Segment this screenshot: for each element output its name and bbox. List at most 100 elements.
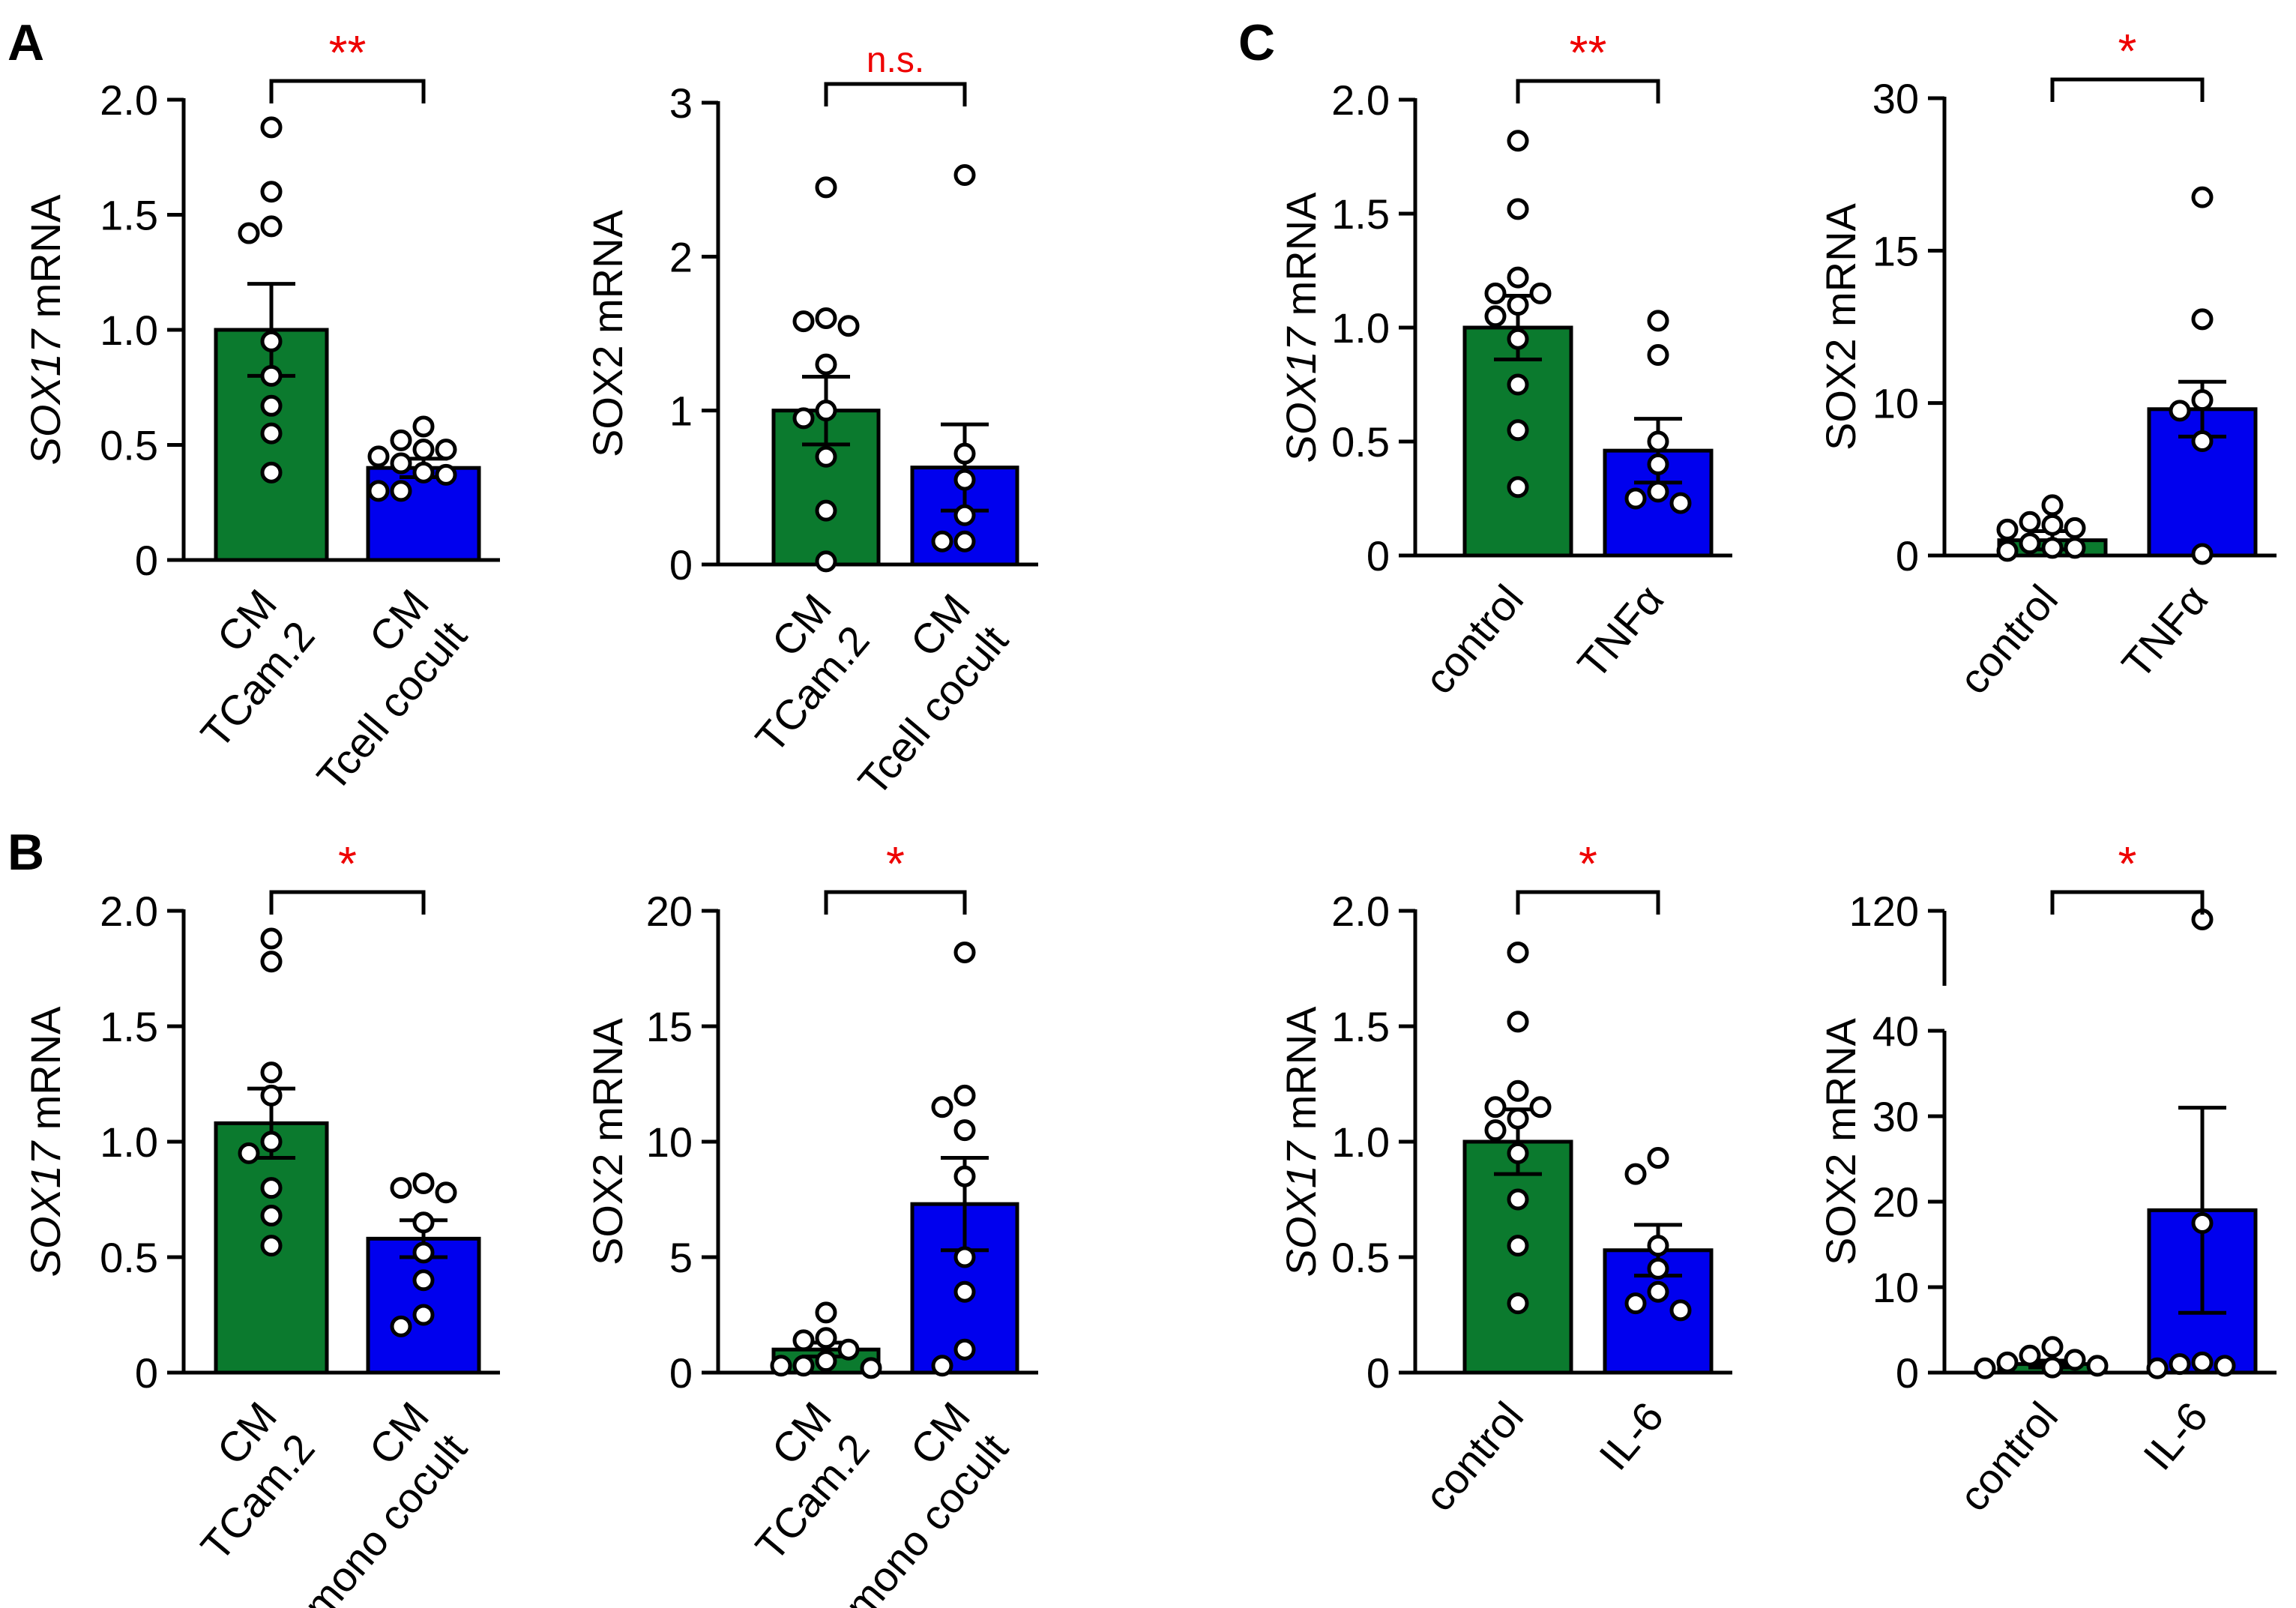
data-point	[260, 1084, 283, 1106]
panel-label-b: B	[7, 824, 44, 881]
data-point	[1669, 492, 1692, 514]
data-point	[1507, 1011, 1529, 1033]
data-point	[2191, 543, 2214, 565]
data-point	[953, 504, 976, 526]
y-axis-label-gene: SOX2	[584, 1154, 631, 1265]
y-axis-label: SOX17 mRNA	[22, 194, 69, 466]
x-category-label: CMTCam.2	[708, 1393, 879, 1569]
data-point	[1647, 1147, 1669, 1169]
y-axis-label-gene: SOX17	[22, 328, 69, 465]
significance-label: *	[886, 837, 905, 891]
y-tick-label: 0.5	[100, 422, 158, 469]
data-point	[815, 353, 837, 376]
significance-label: **	[329, 25, 367, 79]
data-point	[1484, 1096, 1507, 1118]
data-point	[2169, 1353, 2191, 1376]
significance-label: *	[2118, 24, 2137, 78]
data-point	[260, 181, 283, 203]
x-category-label-line: control	[1950, 1393, 2067, 1520]
y-tick-label: 1.0	[1331, 1118, 1390, 1166]
data-point	[953, 530, 976, 552]
y-tick-label: 1	[669, 388, 693, 435]
bar-first	[1462, 325, 1573, 558]
data-point	[953, 941, 976, 963]
data-point	[1669, 1299, 1692, 1322]
significance-label: *	[2118, 837, 2137, 891]
x-category-label-line: TNFα	[1568, 576, 1672, 687]
x-category-label: control	[1415, 1393, 1532, 1520]
y-tick-label: 2.0	[1331, 888, 1390, 935]
y-axis-label-suffix: mRNA	[584, 209, 631, 345]
data-point	[815, 445, 837, 468]
data-point	[2169, 400, 2191, 422]
data-point	[815, 499, 837, 522]
data-point	[1507, 941, 1529, 963]
y-tick-label: 0	[669, 541, 693, 588]
data-point	[2214, 1355, 2236, 1377]
x-category-label-line: TNFα	[2112, 576, 2217, 687]
data-point	[1507, 198, 1529, 220]
data-point	[1624, 1292, 1647, 1315]
data-point	[953, 442, 976, 465]
y-tick-label: 15	[646, 1003, 693, 1050]
data-point	[1507, 373, 1529, 396]
y-tick-label: 0.5	[1331, 1234, 1390, 1281]
panel-label-a: A	[7, 14, 44, 71]
data-point	[1996, 1351, 2019, 1373]
y-tick-label: 1.5	[1331, 1003, 1390, 1050]
y-axis-label-gene: SOX17	[1277, 1140, 1325, 1277]
significance-bracket	[2050, 77, 2205, 102]
y-tick-label: 10	[1872, 380, 1919, 427]
panel-label-c: C	[1238, 14, 1275, 71]
data-point	[815, 400, 837, 422]
data-point	[260, 116, 283, 139]
x-category-label: CMmono cocult	[256, 1393, 476, 1608]
data-point	[2041, 1356, 2064, 1379]
y-tick-label: 1.0	[100, 1118, 158, 1166]
y-tick-label: 0	[1896, 532, 1919, 579]
data-point	[1484, 1119, 1507, 1142]
data-point	[2191, 308, 2214, 331]
y-tick-label: 1.0	[1331, 304, 1390, 352]
data-point	[1624, 1163, 1647, 1185]
data-point	[1529, 1096, 1552, 1118]
data-point	[1647, 1280, 1669, 1303]
data-point	[367, 445, 390, 468]
data-point	[1507, 1142, 1529, 1164]
x-category-label: IL-6	[2134, 1393, 2217, 1478]
y-axis-label: SOX2 mRNA	[1817, 202, 1864, 450]
data-point	[390, 1315, 412, 1337]
data-point	[815, 176, 837, 199]
data-point	[2041, 514, 2064, 536]
data-point	[435, 463, 457, 486]
data-point	[2191, 389, 2214, 412]
x-category-label-line: control	[1950, 576, 2067, 702]
data-point	[412, 1172, 435, 1194]
y-tick-label: 0	[669, 1349, 693, 1397]
data-point	[1996, 518, 2019, 540]
data-point	[931, 530, 953, 552]
x-category-label: TNFα	[1568, 576, 1672, 687]
data-point	[1529, 282, 1552, 304]
data-point	[435, 1181, 457, 1204]
y-tick-label: 1.5	[1331, 190, 1390, 238]
data-point	[860, 1357, 882, 1379]
data-point	[390, 480, 412, 502]
data-point	[260, 1205, 283, 1227]
significance-label: **	[1570, 25, 1607, 79]
y-tick-label: 0	[135, 537, 158, 584]
data-point	[367, 480, 390, 502]
data-point	[1507, 1107, 1529, 1130]
data-point	[390, 1177, 412, 1199]
data-point	[2086, 1355, 2109, 1377]
data-point	[1507, 266, 1529, 289]
y-tick-label: 5	[669, 1234, 693, 1281]
data-point	[1507, 328, 1529, 350]
chart-c3-sox17-il6: 0 0.5 1.0 1.5 2.0 SOX17 mRNA control IL-6 *	[1277, 837, 1732, 1520]
y-tick-label: 10	[646, 1118, 693, 1166]
data-point	[412, 1269, 435, 1292]
data-point	[1507, 294, 1529, 316]
data-point	[260, 330, 283, 352]
